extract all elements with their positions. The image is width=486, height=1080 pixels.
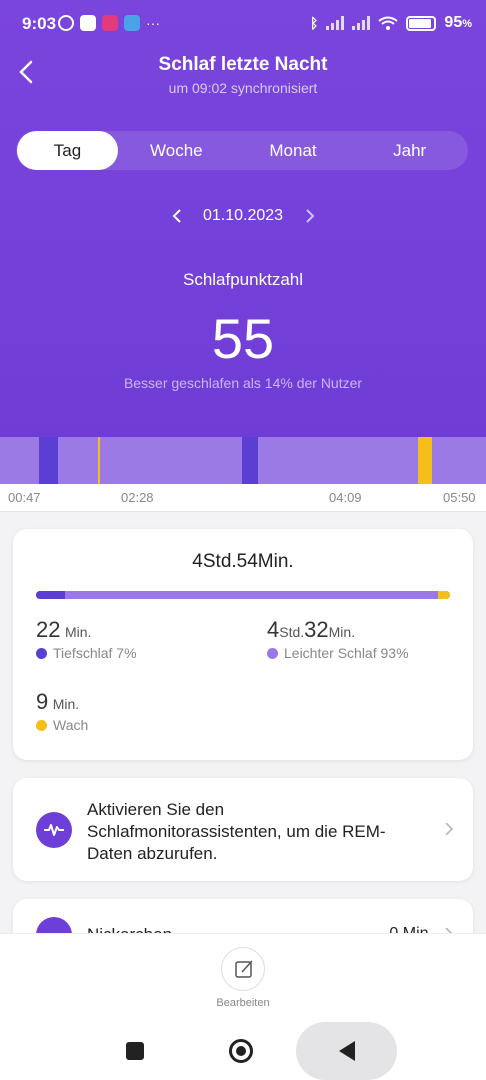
alarm-icon [58, 15, 74, 31]
notification-icons: ··· [58, 15, 160, 31]
signal-icon [326, 16, 345, 30]
timeline-deep-segment [242, 437, 258, 484]
bar-deep [36, 591, 65, 599]
app-icon [102, 15, 118, 31]
status-bar: 9:03 ··· ᛒ 95% [0, 0, 486, 48]
wifi-icon [378, 16, 399, 30]
header-area: 9:03 ··· ᛒ 95% Schlaf letzte Nacht um 09… [0, 0, 486, 437]
deep-sleep-stat: 22 Min. Tiefschlaf 7% [36, 617, 137, 661]
status-time: 9:03 [22, 14, 57, 33]
timeline-label: 00:47 [8, 490, 41, 505]
score-value: 55 [211, 307, 275, 370]
back-triangle-icon [339, 1041, 355, 1061]
timeline-label: 05:50 [443, 490, 476, 505]
battery-icon [406, 15, 437, 31]
edit-button[interactable] [221, 947, 265, 991]
chevron-right-icon[interactable] [302, 209, 316, 223]
timeline-deep-segment [39, 437, 58, 484]
light-dot-icon [267, 647, 278, 659]
timeline-wake-segment [418, 437, 432, 484]
timeline-label: 04:09 [329, 490, 362, 505]
chevron-right-icon [445, 823, 454, 835]
edit-icon [235, 960, 253, 978]
sleep-summary-card: 4Std.54Min. 22 Min. Tiefschlaf 7% 4Std.3… [13, 529, 473, 760]
rem-card[interactable]: Aktivieren Sie den Schlafmonitorassisten… [13, 778, 473, 881]
drive-icon [80, 15, 96, 31]
rem-card-text: Aktivieren Sie den Schlafmonitorassisten… [87, 800, 386, 863]
wake-dot-icon [36, 719, 47, 731]
tab-month[interactable]: Monat [269, 141, 317, 160]
timeline-labels: 00:47 02:28 04:09 05:50 [0, 484, 486, 512]
date-label: 01.10.2023 [202, 207, 284, 224]
timeline-wake-segment [98, 437, 100, 484]
heartbeat-icon [36, 812, 72, 848]
chevron-left-icon[interactable] [171, 209, 185, 223]
bar-wake [437, 591, 450, 599]
page-title: Schlaf letzte Nacht [158, 54, 328, 75]
bottom-bar: Bearbeiten [0, 933, 486, 1080]
score-note: Besser geschlafen als 14% der Nutzer [123, 375, 363, 391]
home-nav-button[interactable] [229, 1039, 253, 1063]
tab-year[interactable]: Jahr [393, 141, 427, 160]
deep-dot-icon [36, 647, 47, 659]
sleep-timeline[interactable] [0, 437, 486, 484]
status-right: ᛒ 95% [310, 14, 472, 32]
sync-subtitle: um 09:02 synchronisiert [168, 80, 318, 96]
tab-week[interactable]: Woche [150, 141, 203, 160]
score-label: Schlafpunktzahl [182, 270, 304, 289]
bluetooth-icon: ᛒ [310, 15, 319, 31]
total-sleep: 4Std.54Min. [192, 551, 294, 572]
wake-stat: 9 Min. Wach [36, 689, 89, 733]
light-sleep-stat: 4Std.32Min. Leichter Schlaf 93% [267, 617, 409, 661]
recents-nav-button[interactable] [126, 1042, 144, 1060]
timeline-label: 02:28 [121, 490, 154, 505]
more-icon: ··· [146, 15, 160, 31]
sleep-distribution-bar [36, 591, 450, 599]
battery-level: 95% [444, 14, 472, 31]
period-tabs: Tag Woche Monat Jahr [16, 131, 468, 170]
signal-icon-2 [352, 16, 371, 30]
calendar-icon [124, 15, 140, 31]
tab-day[interactable]: Tag [17, 131, 118, 170]
edit-label: Bearbeiten [216, 997, 270, 1009]
back-arrow-icon[interactable] [14, 58, 42, 86]
